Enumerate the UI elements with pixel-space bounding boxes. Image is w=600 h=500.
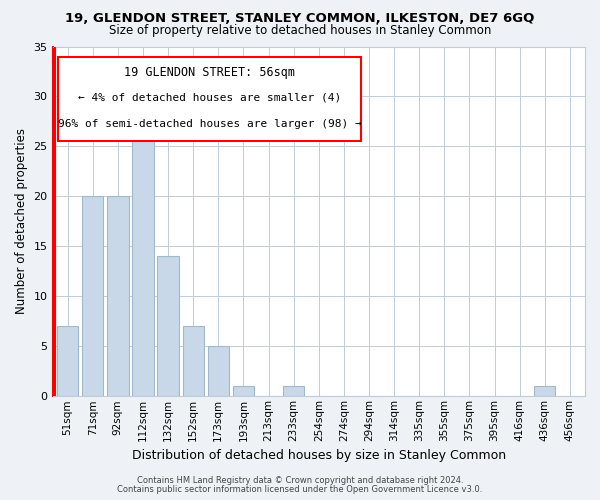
X-axis label: Distribution of detached houses by size in Stanley Common: Distribution of detached houses by size … [132, 450, 506, 462]
Bar [57, 326, 78, 396]
FancyBboxPatch shape [58, 57, 361, 141]
Bar [182, 326, 204, 396]
Bar [283, 386, 304, 396]
Text: 19, GLENDON STREET, STANLEY COMMON, ILKESTON, DE7 6GQ: 19, GLENDON STREET, STANLEY COMMON, ILKE… [65, 12, 535, 26]
Text: 19 GLENDON STREET: 56sqm: 19 GLENDON STREET: 56sqm [124, 66, 295, 78]
Bar [82, 196, 103, 396]
Y-axis label: Number of detached properties: Number of detached properties [15, 128, 28, 314]
Bar [534, 386, 556, 396]
Bar [157, 256, 179, 396]
Bar [132, 126, 154, 396]
Text: Size of property relative to detached houses in Stanley Common: Size of property relative to detached ho… [109, 24, 491, 37]
Text: 96% of semi-detached houses are larger (98) →: 96% of semi-detached houses are larger (… [58, 119, 361, 129]
Text: ← 4% of detached houses are smaller (4): ← 4% of detached houses are smaller (4) [78, 92, 341, 102]
Text: Contains HM Land Registry data © Crown copyright and database right 2024.: Contains HM Land Registry data © Crown c… [137, 476, 463, 485]
Bar [233, 386, 254, 396]
Bar [107, 196, 128, 396]
Text: Contains public sector information licensed under the Open Government Licence v3: Contains public sector information licen… [118, 484, 482, 494]
Bar [208, 346, 229, 397]
